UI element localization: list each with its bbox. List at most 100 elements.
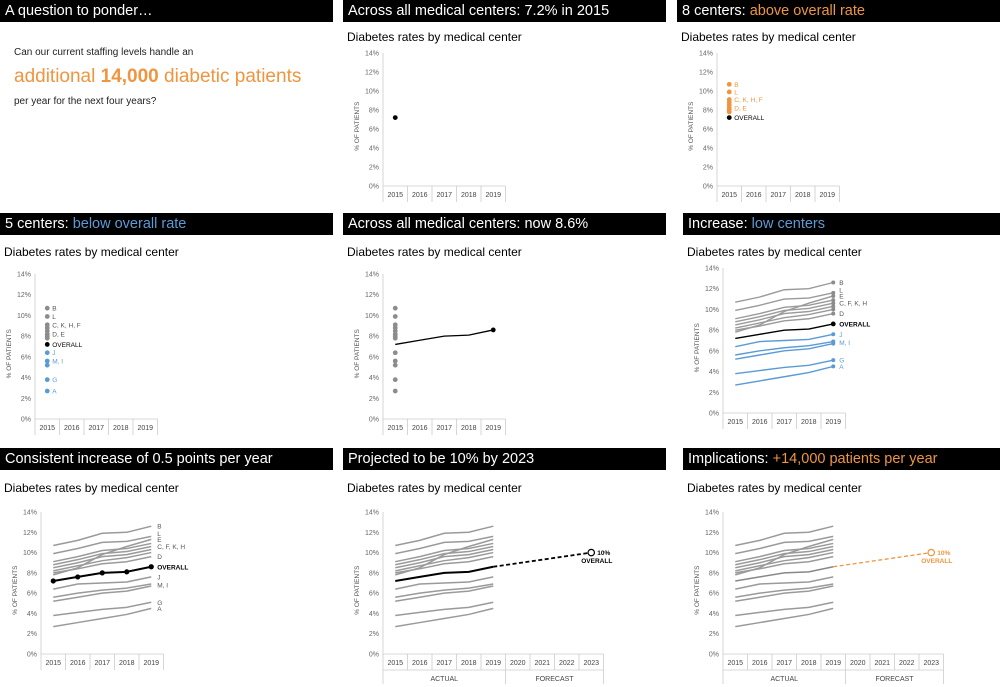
data-point [44, 342, 50, 347]
data-label: G [52, 377, 57, 384]
y-tick-label: 12% [365, 292, 379, 299]
panel-title-text: Consistent increase of 0.5 points per ye… [5, 451, 273, 467]
data-point [831, 290, 836, 295]
data-label: J [157, 574, 160, 581]
y-tick-label: 4% [369, 375, 379, 382]
series-line-I [53, 585, 152, 602]
data-point [726, 115, 732, 120]
x-tick-label: 2016 [412, 425, 428, 432]
y-tick-label: 10% [365, 550, 379, 557]
data-point [831, 293, 836, 298]
series-line-D [53, 555, 152, 574]
data-point [44, 305, 50, 311]
data-point [124, 569, 130, 575]
y-axis-label: % OF PATIENTS [354, 328, 361, 378]
line-chart: % OF PATIENTS 0% 2% 4% 6% 8% 10% 12% 14% 2015 2016… [688, 51, 840, 202]
x-tick-label: 2023 [583, 660, 599, 667]
y-tick-label: 2% [709, 631, 719, 638]
y-tick-label: 12% [705, 530, 719, 537]
y-tick-label: 0% [703, 184, 713, 191]
data-label: OVERALL [52, 342, 82, 349]
y-tick-label: 6% [369, 591, 379, 598]
series-line-H [735, 548, 834, 569]
data-label: B [839, 280, 843, 287]
series-line-G [735, 359, 834, 375]
x-tick-label: 2020 [510, 660, 526, 667]
data-label: G [839, 358, 844, 365]
panel-title: A question to ponder… [0, 0, 333, 22]
data-label: C, F, K, H [157, 544, 185, 551]
data-label: C, F, K, H [839, 301, 867, 308]
data-point [44, 377, 50, 383]
y-tick-label: 2% [369, 396, 379, 403]
data-point [392, 314, 398, 319]
y-tick-label: 14% [699, 51, 713, 58]
y-tick-label: 2% [703, 165, 713, 172]
x-tick-label: 2018 [801, 660, 817, 667]
y-tick-label: 14% [17, 272, 31, 279]
y-tick-label: 6% [369, 354, 379, 361]
x-tick-label: 2019 [143, 660, 159, 667]
data-point [75, 574, 81, 580]
data-point [44, 335, 50, 341]
y-tick-label: 4% [369, 611, 379, 618]
panel-title: Increase: low centers [683, 213, 1000, 235]
y-tick-label: 10% [17, 313, 31, 320]
y-tick-label: 8% [369, 570, 379, 577]
data-label: M, I [157, 583, 168, 590]
x-tick-label: 2018 [113, 425, 129, 432]
data-label: A [52, 389, 57, 396]
panel-title-highlight: above overall rate [749, 3, 865, 19]
projection-line [493, 551, 592, 568]
line-chart: % OF PATIENTS 0% 2% 4% 6% 8% 10% 12% 14% 2015 2016… [694, 510, 952, 684]
y-tick-label: 4% [21, 375, 31, 382]
x-tick-label: 2016 [752, 419, 768, 426]
x-tick-label: 2017 [436, 425, 452, 432]
x-tick-label: 2019 [485, 192, 501, 199]
panel-title-highlight: +14,000 patients per year [772, 451, 938, 467]
panel-above-rate: 8 centers: above overall rate Diabetes r… [677, 0, 1000, 228]
x-tick-label: 2015 [39, 425, 55, 432]
panel-subtitle: Diabetes rates by medical center [687, 245, 862, 259]
data-label: L [734, 89, 738, 96]
data-point [830, 321, 836, 327]
data-point [726, 109, 732, 115]
data-point [148, 564, 154, 570]
y-axis-label: % OF PATIENTS [354, 101, 361, 151]
y-axis-label: % OF PATIENTS [354, 565, 361, 615]
series-line-M [395, 583, 494, 598]
data-label: J [839, 332, 842, 339]
series-overall-line [735, 323, 834, 340]
data-point [831, 304, 836, 309]
x-tick-label: 2019 [485, 660, 501, 667]
series-line-H [735, 305, 834, 326]
data-point [392, 377, 398, 383]
question-big-post: diabetic patients [158, 66, 302, 87]
series-line-I [735, 585, 834, 602]
y-tick-label: 10% [699, 89, 713, 96]
y-tick-label: 2% [369, 631, 379, 638]
panel-subtitle: Diabetes rates by medical center [687, 481, 862, 495]
data-point [99, 570, 105, 576]
x-tick-label: 2022 [899, 660, 915, 667]
y-tick-label: 2% [27, 631, 37, 638]
question-highlight: additional 14,000 diabetic patients [14, 66, 301, 88]
series-line-C [53, 542, 152, 563]
y-tick-label: 14% [23, 510, 37, 517]
data-label: D, E [734, 106, 747, 113]
x-tick-label: 2015 [727, 660, 743, 667]
y-tick-label: 8% [369, 334, 379, 341]
y-tick-label: 12% [365, 70, 379, 77]
data-label: OVERALL [581, 558, 612, 565]
panel-question: A question to ponder… Can our current st… [0, 0, 333, 228]
data-label: J [52, 350, 55, 357]
data-point [831, 301, 836, 306]
x-tick-label: 2017 [436, 192, 452, 199]
series-overall-line [395, 565, 494, 582]
x-tick-label: 2018 [461, 192, 477, 199]
y-tick-label: 14% [365, 510, 379, 517]
series-line-K [395, 545, 494, 566]
data-point [831, 298, 836, 303]
y-tick-label: 8% [709, 328, 719, 335]
y-tick-label: 0% [369, 184, 379, 191]
